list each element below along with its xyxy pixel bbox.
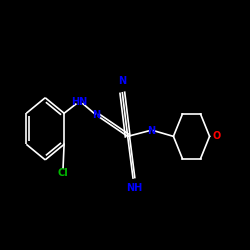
Text: N: N <box>118 76 126 86</box>
Text: N: N <box>148 126 156 136</box>
Text: NH: NH <box>126 182 142 192</box>
Text: O: O <box>213 131 221 141</box>
Text: Cl: Cl <box>58 168 68 178</box>
Text: N: N <box>92 110 100 120</box>
Text: HN: HN <box>71 97 88 107</box>
